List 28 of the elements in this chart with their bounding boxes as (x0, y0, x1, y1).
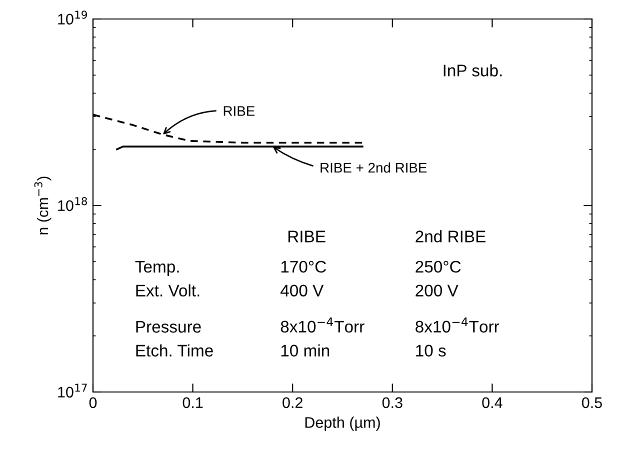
annotation: RIBE (224, 106, 255, 116)
annotation: 400 V (280, 284, 324, 297)
x-tick-label: 0.3 (382, 397, 402, 408)
x-tick-label: 0.5 (582, 397, 602, 408)
x-tick-label: 0.4 (482, 397, 502, 408)
annotation: Etch. Time (136, 344, 213, 357)
y-tick-label: 10$^{19}$ (58, 10, 87, 25)
y-tick-label: 10$^{17}$ (58, 384, 87, 398)
annotation: RIBE (288, 230, 326, 242)
annotation: Temp. (135, 261, 179, 276)
annotation: InP sub. (444, 64, 502, 76)
annotation: 2nd RIBE (416, 230, 486, 242)
annotation: 10 min (281, 344, 330, 357)
x-tick-label: 0.2 (282, 397, 302, 408)
x-axis-title: Depth (µm) (305, 416, 380, 431)
y-tick-label: 10$^{18}$ (58, 197, 87, 212)
y-axis-title: n (cm$^{−3}$) (34, 176, 52, 234)
annotation: 250°C (416, 260, 461, 273)
annotation: RIBE + 2nd RIBE (320, 162, 427, 173)
annotation: 200 V (416, 284, 458, 297)
annotation: 8x10$^{−4}$Torr (280, 318, 364, 333)
annotation: 10 s (416, 344, 446, 357)
x-tick-label: 0.1 (182, 397, 203, 408)
annotation: Ext. Volt. (136, 284, 200, 297)
annotation: Pressure (136, 321, 201, 333)
annotation: 170°C (281, 260, 326, 273)
x-tick-label: 0 (89, 397, 97, 408)
annotation: 8x10$^{−4}$Torr (416, 318, 500, 333)
